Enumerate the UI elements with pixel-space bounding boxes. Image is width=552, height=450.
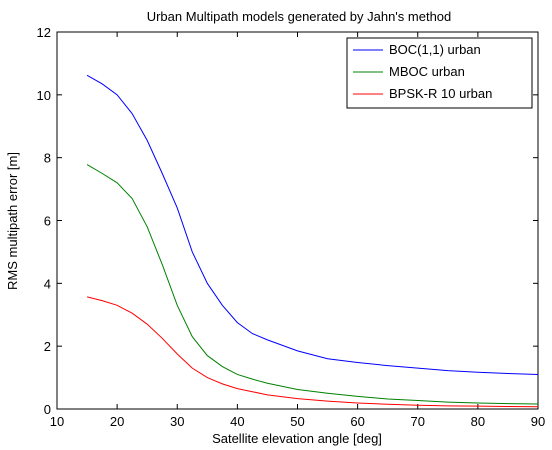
series-line-0 xyxy=(86,74,539,375)
y-tick-label: 0 xyxy=(44,402,51,417)
y-tick-label: 4 xyxy=(44,276,51,291)
axis-ticks: 10 20 30 40 50 60 70 80 90 0 2 4 6 8 10 12 xyxy=(37,25,546,429)
x-tick-label: 10 xyxy=(50,414,64,429)
x-tick-label: 80 xyxy=(471,414,485,429)
x-tick-label: 40 xyxy=(230,414,244,429)
legend-label-2: BPSK-R 10 urban xyxy=(389,86,492,101)
series-lines xyxy=(86,74,539,408)
x-tick-label: 30 xyxy=(170,414,184,429)
y-tick-label: 10 xyxy=(37,88,51,103)
y-tick-label: 2 xyxy=(44,339,51,354)
chart-title: Urban Multipath models generated by Jahn… xyxy=(147,9,452,24)
series-line-1 xyxy=(86,164,539,405)
x-axis-title: Satellite elevation angle [deg] xyxy=(212,431,382,446)
legend: BOC(1,1) urban MBOC urban BPSK-R 10 urban xyxy=(346,37,533,109)
x-tick-label: 60 xyxy=(350,414,364,429)
y-tick-label: 8 xyxy=(44,151,51,166)
x-tick-label: 70 xyxy=(411,414,425,429)
legend-label-0: BOC(1,1) urban xyxy=(389,42,481,57)
legend-label-1: MBOC urban xyxy=(389,64,465,79)
y-axis-title: RMS multipath error [m] xyxy=(5,152,20,290)
y-tick-label: 12 xyxy=(37,25,51,40)
y-tick-label: 6 xyxy=(44,214,51,229)
x-tick-label: 50 xyxy=(290,414,304,429)
x-tick-label: 20 xyxy=(110,414,124,429)
x-tick-label: 90 xyxy=(531,414,545,429)
series-line-2 xyxy=(86,296,539,408)
